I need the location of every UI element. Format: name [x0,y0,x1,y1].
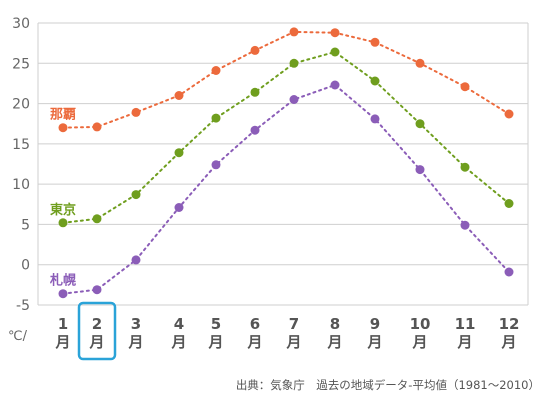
y-tick-label: 30 [12,16,30,32]
data-point [250,45,260,55]
data-point [330,80,340,90]
data-point [504,267,514,277]
data-point [289,27,299,37]
data-point [330,28,340,38]
x-tick-unit: 月 [500,333,516,351]
data-point [174,203,184,212]
x-tick-number: 12 [499,315,520,333]
data-point [58,218,68,228]
series-label-2: 札幌 [49,273,76,289]
x-tick-number: 6 [250,315,260,333]
data-point [370,114,380,124]
highlight-layer [77,301,117,361]
x-tick-number: 11 [455,315,476,333]
y-tick-label: 25 [12,56,30,72]
x-tick-number: 8 [330,315,340,333]
data-point [211,66,221,75]
x-tick-unit: 月 [246,333,262,351]
data-point [289,58,299,68]
x-tick-number: 3 [131,315,141,333]
y-tick-label: 10 [12,177,30,193]
y-tick-label: -5 [16,298,30,314]
x-tick-unit: 月 [127,333,143,351]
y-tick-label: 15 [12,137,30,153]
data-point [131,107,141,117]
x-tick-unit: 月 [366,333,382,351]
data-point [131,190,141,200]
x-tick-unit: 月 [285,333,301,351]
data-point [415,165,425,175]
data-point [370,37,380,47]
x-tick-number: 2 [92,315,102,333]
data-point [250,87,260,97]
x-tick-number: 9 [370,315,380,333]
data-point [174,91,184,100]
data-point [211,113,221,123]
series-label-1: 東京 [50,202,76,218]
data-point [504,199,514,208]
highlighted-month-box [77,301,117,361]
series-line-1 [62,50,510,224]
x-tick-number: 10 [410,315,431,333]
data-point [415,58,425,68]
data-point [58,289,68,299]
data-point [131,255,141,265]
x-tick-unit: 月 [411,333,427,351]
y-tick-label: 20 [12,97,30,113]
x-tick-unit: 月 [54,333,70,351]
series-label-0: 那覇 [50,108,76,123]
data-point [174,148,184,158]
x-tick-number: 1 [58,315,68,333]
data-point [250,125,260,135]
data-point [330,47,340,57]
x-tick-number: 7 [289,315,299,333]
x-tick-unit: 月 [456,333,472,351]
data-point [370,76,380,86]
data-point [460,162,470,172]
y-tick-label: 5 [21,217,30,233]
gridlines [37,22,529,306]
series-line-0 [62,30,510,129]
x-tick-unit: 月 [207,333,223,351]
y-axis-ticks: 30 25 20 15 10 5 0 -5 [12,16,30,314]
data-point [92,122,102,132]
x-tick-unit: 月 [170,333,186,351]
data-point [289,95,299,104]
data-point [460,220,470,230]
data-point [504,109,514,119]
series-line-2 [62,83,510,295]
data-point [211,160,221,170]
data-point [460,82,470,92]
data-point [92,285,102,295]
y-tick-label: 0 [21,258,30,274]
x-tick-number: 4 [174,315,184,333]
data-point [58,123,68,133]
unit-label: ℃/ [8,329,28,344]
x-tick-unit: 月 [88,333,104,351]
data-point [92,214,102,224]
source-note: 出典：気象庁 過去の地域データ-平均値（1981～2010） [236,378,540,392]
x-tick-number: 5 [211,315,221,333]
data-point [415,119,425,129]
x-tick-unit: 月 [326,333,342,351]
